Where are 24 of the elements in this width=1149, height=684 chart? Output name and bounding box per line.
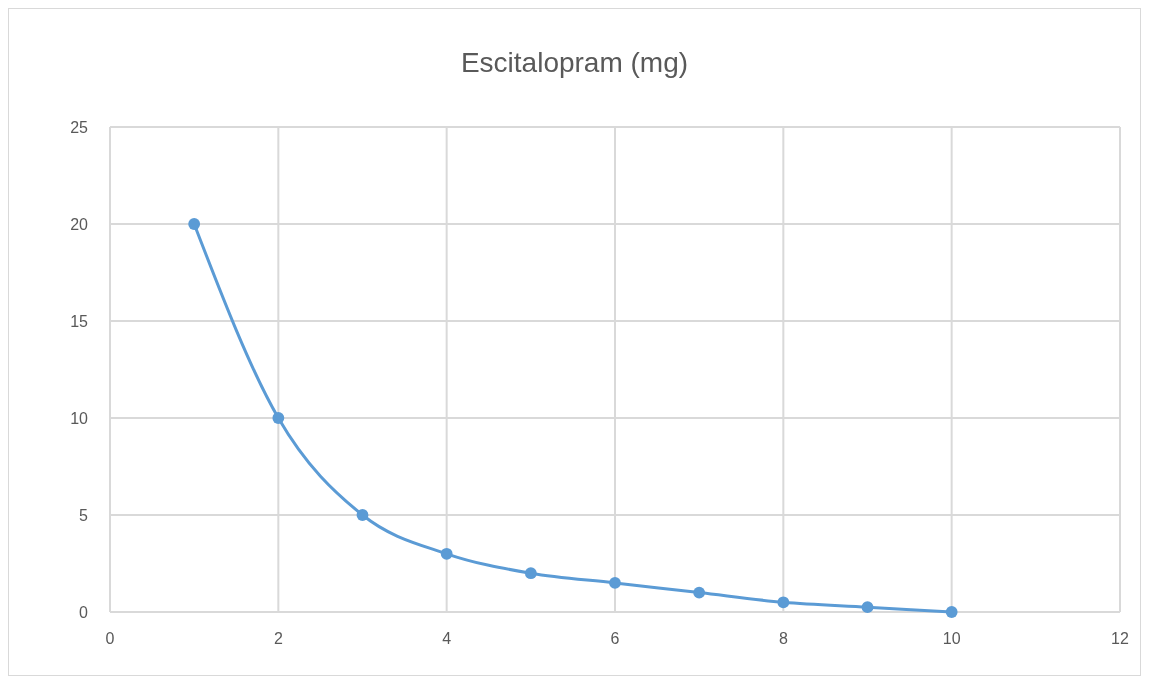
x-tick-label: 0 — [105, 630, 115, 647]
y-tick-label: 5 — [79, 506, 89, 524]
point — [609, 576, 621, 589]
chart-title: Escitalopram (mg) — [460, 47, 689, 78]
point — [777, 596, 790, 609]
point — [188, 218, 201, 230]
x-tick-label: 6 — [610, 630, 620, 647]
y-tick-label: 0 — [79, 603, 89, 621]
y-tick-label: 10 — [70, 409, 89, 427]
x-tick-label: 12 — [1111, 630, 1129, 647]
x-tick-label: 10 — [942, 630, 961, 647]
point — [693, 586, 706, 599]
point — [440, 547, 453, 560]
x-tick-label: 2 — [273, 630, 283, 647]
point — [272, 412, 285, 424]
x-tick-label: 4 — [442, 630, 452, 647]
point — [861, 601, 874, 614]
point — [356, 509, 369, 521]
point — [524, 567, 537, 580]
point — [945, 606, 958, 618]
y-tick-label: 25 — [70, 118, 89, 136]
x-tick-label: 8 — [778, 630, 788, 647]
y-tick-label: 15 — [70, 312, 89, 330]
y-tick-label: 20 — [70, 215, 89, 233]
